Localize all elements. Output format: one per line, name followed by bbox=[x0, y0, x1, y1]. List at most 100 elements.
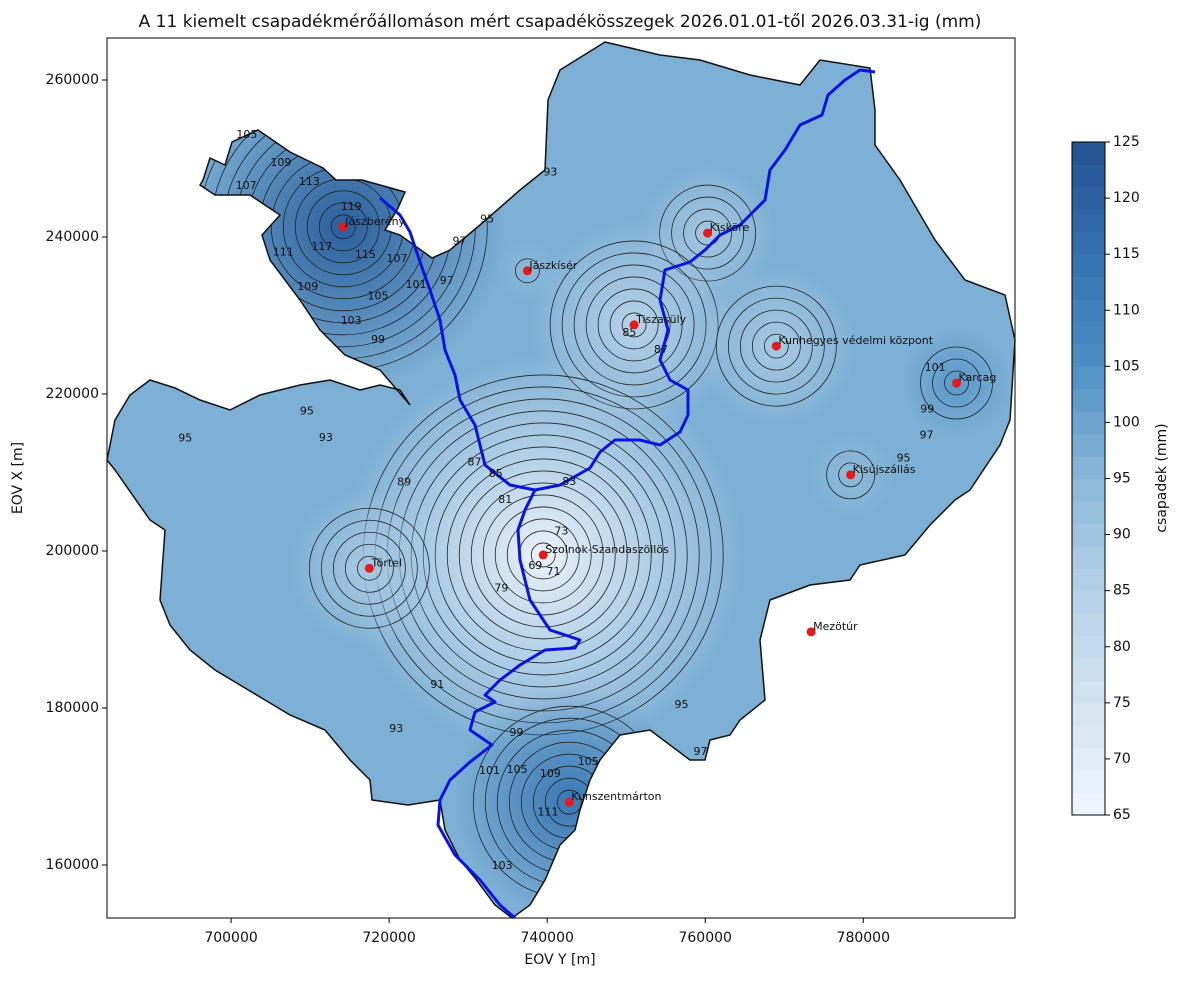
station-label: Tiszasüly bbox=[635, 313, 686, 326]
colorbar-step bbox=[1072, 142, 1105, 165]
colorbar-step bbox=[1072, 770, 1105, 794]
contour-label: 73 bbox=[554, 524, 568, 537]
contour-ring bbox=[944, 370, 969, 396]
contour-label: 97 bbox=[693, 745, 707, 758]
y-tick-label: 240000 bbox=[46, 229, 99, 245]
colorbar-step bbox=[1072, 792, 1105, 816]
colorbar-step bbox=[1072, 209, 1105, 233]
axes: 700000 720000 740000 760000 780000 160000 1800… bbox=[46, 72, 890, 946]
station-marker bbox=[806, 627, 816, 637]
colorbar-tick-label: 120 bbox=[1113, 190, 1140, 206]
contour-label: 95 bbox=[675, 698, 689, 711]
colorbar-label: csapadek (mm) bbox=[1154, 423, 1170, 532]
contour-ring bbox=[320, 519, 418, 617]
contour-ring bbox=[739, 309, 813, 383]
station-marker bbox=[564, 797, 574, 807]
colorbar-tick-label: 70 bbox=[1113, 751, 1131, 767]
contour-ring bbox=[695, 220, 720, 246]
contour-ring bbox=[920, 346, 993, 420]
contour-ring bbox=[826, 450, 876, 500]
colorbar-step bbox=[1072, 702, 1105, 726]
colorbar-step bbox=[1072, 411, 1105, 435]
contour-ring bbox=[494, 506, 592, 604]
contour-label: 97 bbox=[452, 235, 466, 248]
contour-label: 93 bbox=[389, 722, 403, 735]
contour-label: 87 bbox=[467, 455, 481, 468]
colorbar-step bbox=[1072, 680, 1105, 704]
contour-label: 95 bbox=[480, 213, 494, 226]
station-marker bbox=[522, 266, 532, 276]
colorbar-step bbox=[1072, 186, 1105, 210]
contour-label: 99 bbox=[509, 726, 523, 739]
station-label: Kunhegyes védelmi központ bbox=[778, 334, 933, 347]
station-label: Jászkísér bbox=[528, 259, 577, 272]
station-marker bbox=[703, 228, 713, 238]
station-marker bbox=[338, 222, 348, 232]
contour-label: 111 bbox=[273, 246, 294, 259]
contour-ring bbox=[458, 470, 628, 640]
contour-label: 95 bbox=[178, 432, 192, 445]
contour-label: 79 bbox=[494, 582, 508, 595]
y-axis-label: EOV X [m] bbox=[10, 442, 26, 514]
station-label: Törtel bbox=[370, 556, 402, 569]
stations: Jászberény Jászkísér Kisköre Tiszasüly Kunhe… bbox=[338, 215, 996, 807]
x-tick-label: 780000 bbox=[837, 930, 890, 946]
river bbox=[379, 196, 536, 492]
colorbar-step bbox=[1072, 568, 1105, 592]
x-tick-label: 720000 bbox=[362, 930, 415, 946]
contour-ring bbox=[727, 297, 825, 395]
contour-ring bbox=[530, 542, 556, 568]
contour-ring bbox=[556, 789, 582, 815]
station-marker bbox=[364, 563, 374, 573]
colorbar-step bbox=[1072, 388, 1105, 412]
station-marker bbox=[952, 378, 962, 388]
station-marker bbox=[538, 550, 548, 560]
contour-label: 109 bbox=[297, 280, 318, 293]
station-marker bbox=[846, 470, 856, 480]
contour-ring bbox=[751, 321, 801, 371]
colorbar-tick-label: 75 bbox=[1113, 695, 1131, 711]
contour-label: 99 bbox=[371, 333, 385, 346]
river bbox=[436, 68, 876, 920]
station-marker bbox=[629, 320, 639, 330]
colorbar-step bbox=[1072, 725, 1105, 749]
contour-label: 101 bbox=[479, 764, 500, 777]
contour-label: 97 bbox=[919, 429, 933, 442]
contour-label: 95 bbox=[897, 451, 911, 464]
contour-label: 93 bbox=[319, 431, 333, 444]
contour-label: 71 bbox=[546, 565, 560, 578]
contour-label: 81 bbox=[498, 493, 512, 506]
colorbar-tick-label: 80 bbox=[1113, 639, 1131, 655]
colorbar-step bbox=[1072, 254, 1105, 278]
colorbar-step bbox=[1072, 500, 1105, 524]
contour-label: 107 bbox=[236, 179, 257, 192]
contour-label: 109 bbox=[540, 767, 561, 780]
contour-label: 111 bbox=[537, 805, 558, 818]
colorbar-tick-label: 90 bbox=[1113, 527, 1131, 543]
contour-ring bbox=[763, 333, 789, 359]
contour-ring bbox=[470, 482, 616, 628]
contour-ring bbox=[838, 462, 864, 488]
colorbar-step bbox=[1072, 343, 1105, 367]
colorbar-tick-label: 95 bbox=[1113, 471, 1131, 487]
contour-label: 101 bbox=[925, 361, 946, 374]
colorbar-step bbox=[1072, 635, 1105, 659]
contour-ring bbox=[306, 190, 380, 264]
contour-label: 69 bbox=[528, 559, 542, 572]
station-label: Kunszentmárton bbox=[571, 790, 661, 803]
contour-label: 101 bbox=[405, 278, 426, 291]
contour-label: 91 bbox=[430, 678, 444, 691]
colorbar-tick-label: 125 bbox=[1113, 134, 1140, 150]
contour-ring bbox=[515, 258, 540, 284]
contour-label: 105 bbox=[236, 128, 257, 141]
contour-label: 107 bbox=[387, 252, 408, 265]
contour-label: 95 bbox=[300, 404, 314, 417]
colorbar-tick-label: 85 bbox=[1113, 583, 1131, 599]
colorbar-step bbox=[1072, 456, 1105, 479]
x-tick-label: 700000 bbox=[204, 930, 257, 946]
station-label: Szolnok-Szandaszöllös bbox=[545, 543, 669, 556]
x-tick-label: 760000 bbox=[678, 930, 731, 946]
contour-label: 117 bbox=[311, 240, 332, 253]
contour-ring bbox=[482, 494, 604, 616]
